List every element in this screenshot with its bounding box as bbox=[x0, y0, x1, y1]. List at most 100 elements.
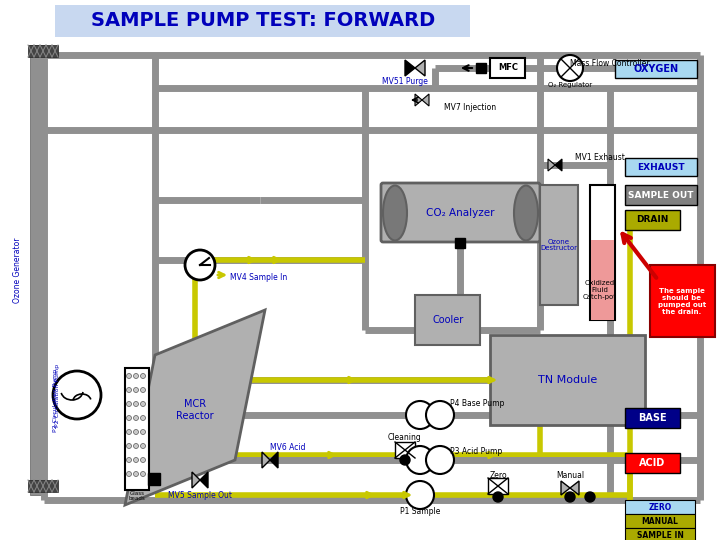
Text: The sample
should be
pumped out
the drain.: The sample should be pumped out the drai… bbox=[658, 288, 706, 315]
Text: O₂ Regulator: O₂ Regulator bbox=[548, 82, 592, 88]
Circle shape bbox=[565, 492, 575, 502]
Polygon shape bbox=[561, 481, 570, 495]
Circle shape bbox=[140, 402, 145, 407]
Text: Cleaning: Cleaning bbox=[388, 434, 422, 442]
Text: BASE: BASE bbox=[638, 413, 666, 423]
FancyBboxPatch shape bbox=[55, 5, 470, 37]
Circle shape bbox=[127, 402, 132, 407]
Text: Mass Flow Controller: Mass Flow Controller bbox=[570, 58, 649, 68]
Polygon shape bbox=[570, 481, 579, 495]
Text: MANUAL: MANUAL bbox=[642, 516, 678, 525]
Polygon shape bbox=[125, 310, 265, 505]
FancyBboxPatch shape bbox=[591, 240, 614, 320]
Circle shape bbox=[140, 471, 145, 476]
Text: ACID: ACID bbox=[639, 458, 665, 468]
Ellipse shape bbox=[514, 186, 538, 240]
Circle shape bbox=[133, 429, 138, 435]
Polygon shape bbox=[200, 472, 208, 488]
Circle shape bbox=[133, 388, 138, 393]
Circle shape bbox=[133, 402, 138, 407]
Circle shape bbox=[406, 446, 434, 474]
FancyBboxPatch shape bbox=[590, 185, 615, 320]
Polygon shape bbox=[270, 452, 278, 468]
Text: SAMPLE OUT: SAMPLE OUT bbox=[629, 191, 694, 199]
Text: MCR
Reactor: MCR Reactor bbox=[176, 399, 214, 421]
FancyBboxPatch shape bbox=[625, 500, 695, 514]
Circle shape bbox=[426, 446, 454, 474]
Circle shape bbox=[127, 471, 132, 476]
Text: Zero: Zero bbox=[489, 470, 507, 480]
Text: MV4 Sample In: MV4 Sample In bbox=[230, 273, 287, 282]
FancyBboxPatch shape bbox=[28, 480, 58, 492]
Circle shape bbox=[140, 415, 145, 421]
FancyBboxPatch shape bbox=[30, 45, 44, 495]
Ellipse shape bbox=[383, 186, 407, 240]
Polygon shape bbox=[415, 60, 425, 76]
Circle shape bbox=[127, 374, 132, 379]
FancyBboxPatch shape bbox=[28, 45, 58, 57]
Circle shape bbox=[185, 250, 215, 280]
Text: P1 Sample: P1 Sample bbox=[400, 508, 440, 516]
Circle shape bbox=[133, 374, 138, 379]
Circle shape bbox=[133, 457, 138, 462]
Polygon shape bbox=[422, 94, 429, 106]
Circle shape bbox=[127, 388, 132, 393]
Text: OXYGEN: OXYGEN bbox=[634, 64, 678, 74]
Circle shape bbox=[400, 455, 410, 465]
Text: ZERO: ZERO bbox=[649, 503, 672, 511]
FancyBboxPatch shape bbox=[395, 442, 415, 458]
Text: P4 Base Pump: P4 Base Pump bbox=[450, 400, 505, 408]
Circle shape bbox=[53, 371, 101, 419]
FancyBboxPatch shape bbox=[625, 158, 697, 176]
Text: P2 Circulation Pump: P2 Circulation Pump bbox=[53, 368, 58, 431]
FancyBboxPatch shape bbox=[625, 528, 695, 540]
Text: P2 Circulation Pump: P2 Circulation Pump bbox=[55, 363, 60, 427]
Text: MV6 Acid: MV6 Acid bbox=[270, 443, 305, 453]
Text: Manual: Manual bbox=[556, 470, 584, 480]
FancyBboxPatch shape bbox=[415, 295, 480, 345]
Text: MFC: MFC bbox=[498, 64, 518, 72]
FancyBboxPatch shape bbox=[625, 210, 680, 230]
Polygon shape bbox=[548, 159, 555, 171]
FancyBboxPatch shape bbox=[488, 478, 508, 494]
FancyBboxPatch shape bbox=[625, 453, 680, 473]
FancyBboxPatch shape bbox=[625, 408, 680, 428]
Circle shape bbox=[133, 415, 138, 421]
FancyBboxPatch shape bbox=[148, 473, 160, 485]
Circle shape bbox=[127, 429, 132, 435]
Text: CO₂ Analyzer: CO₂ Analyzer bbox=[426, 208, 494, 218]
Text: Cooler: Cooler bbox=[433, 315, 464, 325]
FancyBboxPatch shape bbox=[540, 185, 578, 305]
FancyBboxPatch shape bbox=[490, 58, 525, 78]
Circle shape bbox=[493, 492, 503, 502]
Text: Ozone Generator: Ozone Generator bbox=[12, 237, 22, 303]
FancyBboxPatch shape bbox=[455, 238, 465, 248]
Circle shape bbox=[140, 443, 145, 449]
Circle shape bbox=[140, 429, 145, 435]
Text: MV7 Injection: MV7 Injection bbox=[444, 104, 496, 112]
Polygon shape bbox=[555, 159, 562, 171]
FancyBboxPatch shape bbox=[625, 185, 697, 205]
Text: DRAIN: DRAIN bbox=[636, 215, 668, 225]
Circle shape bbox=[127, 415, 132, 421]
Polygon shape bbox=[415, 94, 422, 106]
Polygon shape bbox=[405, 60, 415, 76]
Circle shape bbox=[140, 388, 145, 393]
Text: Glass
beads: Glass beads bbox=[129, 491, 145, 502]
Circle shape bbox=[140, 374, 145, 379]
FancyBboxPatch shape bbox=[650, 265, 715, 337]
Circle shape bbox=[133, 471, 138, 476]
Circle shape bbox=[133, 443, 138, 449]
Circle shape bbox=[140, 457, 145, 462]
Circle shape bbox=[406, 481, 434, 509]
FancyBboxPatch shape bbox=[625, 514, 695, 528]
Text: P3 Acid Pump: P3 Acid Pump bbox=[450, 448, 503, 456]
Text: MV5 Sample Out: MV5 Sample Out bbox=[168, 491, 232, 501]
Text: MV51 Purge: MV51 Purge bbox=[382, 78, 428, 86]
Text: TN Module: TN Module bbox=[539, 375, 598, 385]
Circle shape bbox=[557, 55, 583, 81]
FancyBboxPatch shape bbox=[381, 183, 540, 242]
Circle shape bbox=[127, 457, 132, 462]
Text: Ozone
Destructor: Ozone Destructor bbox=[541, 239, 577, 252]
Text: Oxidized
Fluid
Catch-pot: Oxidized Fluid Catch-pot bbox=[583, 280, 617, 300]
